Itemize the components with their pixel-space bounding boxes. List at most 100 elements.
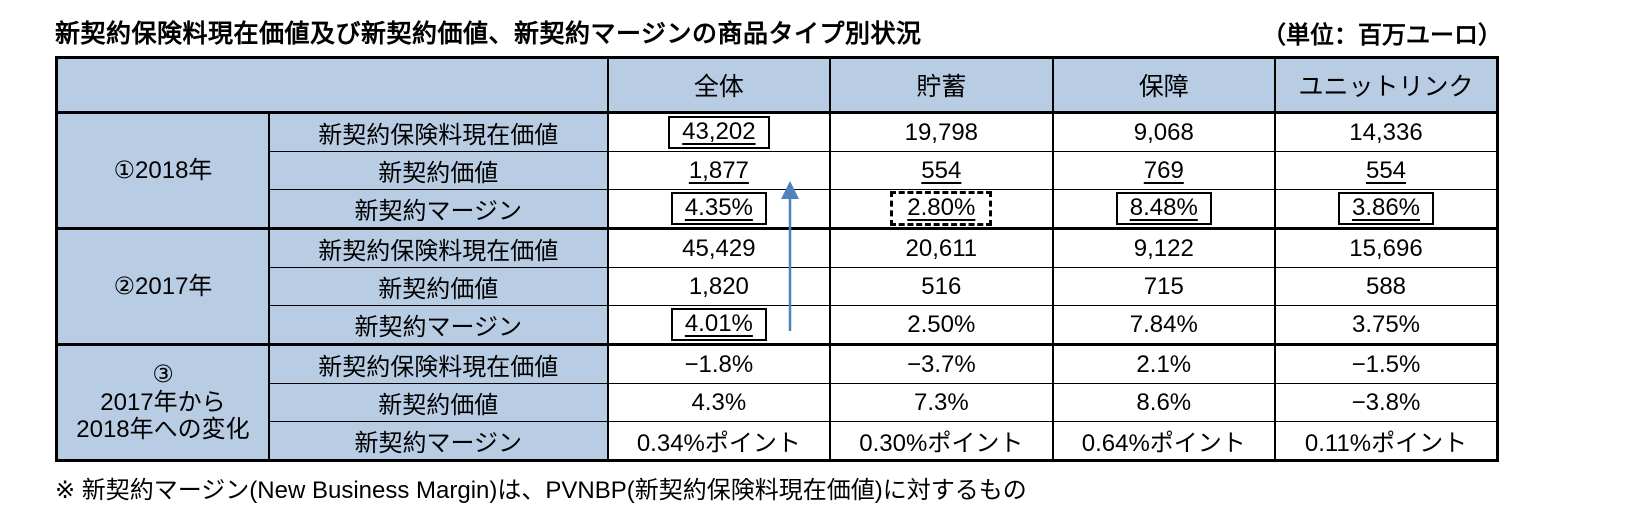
value-cell: 588 [1274, 267, 1499, 306]
value-cell: 554 [829, 151, 1054, 190]
value-text: 7.3% [913, 388, 969, 416]
value-cell: 715 [1051, 267, 1277, 306]
table-wrap: 全体 貯蓄 保障 ユニットリンク ①2018年 新契約保険料現在価値 43,20… [55, 56, 1502, 462]
value-cell: 516 [829, 267, 1054, 306]
col-header-protection: 保障 [1051, 57, 1277, 114]
row-label-pvnbp: 新契約保険料現在価値 [267, 227, 609, 268]
highlight-box: 4.35% [670, 192, 767, 225]
value-text: 554 [1365, 156, 1407, 184]
value-cell: 554 [1274, 151, 1499, 190]
table-row: ②2017年 新契約保険料現在価値 45,429 20,611 9,122 15… [55, 227, 1499, 345]
value-cell: 8.48% [1051, 189, 1277, 229]
value-cell: −3.8% [1274, 383, 1499, 422]
value-text: 0.30%ポイント [859, 430, 1024, 457]
dashed-highlight-box: 2.80% [890, 191, 993, 226]
value-text: 14,336 [1349, 118, 1423, 146]
header-row: 全体 貯蓄 保障 ユニットリンク [55, 57, 1499, 114]
value-cell: −3.7% [829, 343, 1054, 384]
value-cell: 7.84% [1051, 305, 1277, 345]
col-header-unitlinked: ユニットリンク [1274, 57, 1499, 114]
value-cell: 19,798 [829, 111, 1054, 152]
value-text: 19,798 [904, 118, 979, 146]
highlight-box: 43,202 [668, 116, 770, 149]
value-text: 15,696 [1349, 234, 1423, 262]
value-cell: 2.80% [829, 189, 1054, 229]
value-text: 9,122 [1133, 234, 1194, 262]
table-row: 新契約マージン 0.34%ポイント 0.30%ポイント 0.64%ポイント 0.… [57, 421, 1499, 461]
unit-label: （単位：百万ユーロ） [1262, 22, 1502, 49]
value-cell: 8.6% [1051, 383, 1277, 422]
value-text: 9,068 [1133, 118, 1194, 146]
value-cell: 2.1% [1051, 343, 1277, 384]
table-row: 新契約価値 1,820 516 715 588 [57, 267, 1499, 306]
value-text: 1,820 [688, 272, 749, 300]
value-text: −3.7% [906, 350, 976, 378]
value-cell: 769 [1051, 151, 1277, 190]
value-text: −1.8% [684, 350, 754, 378]
group-label-change: ③ 2017年から 2018年への変化 [55, 343, 270, 461]
group-label-2017: ②2017年 [55, 227, 270, 345]
value-cell: 14,336 [1274, 111, 1499, 152]
value-cell: 3.75% [1274, 305, 1499, 345]
row-label-pvnbp: 新契約保険料現在価値 [267, 343, 609, 384]
value-text: 2.1% [1136, 350, 1192, 378]
title-row: 新契約保険料現在価値及び新契約価値、新契約マージンの商品タイプ別状況 （単位：百… [55, 14, 1502, 50]
data-table: 全体 貯蓄 保障 ユニットリンク ①2018年 新契約保険料現在価値 43,20… [55, 56, 1499, 462]
value-cell: 0.64%ポイント [1051, 421, 1277, 461]
page-title: 新契約保険料現在価値及び新契約価値、新契約マージンの商品タイプ別状況 [55, 20, 922, 48]
value-cell: −1.5% [1274, 343, 1499, 384]
value-cell: 9,068 [1051, 111, 1277, 152]
corner-cell [55, 57, 609, 114]
value-text: 3.75% [1351, 310, 1421, 338]
value-cell: 4.01% [606, 305, 832, 345]
highlight-box: 4.01% [670, 308, 767, 341]
table-row: 新契約価値 4.3% 7.3% 8.6% −3.8% [57, 383, 1499, 422]
table-row: ①2018年 新契約保険料現在価値 43,202 19,798 9,068 14… [55, 111, 1499, 229]
value-text: 769 [1143, 156, 1184, 184]
col-header-savings: 貯蓄 [829, 57, 1054, 114]
value-text: 45,429 [682, 234, 756, 262]
value-text: 0.34%ポイント [636, 430, 801, 457]
value-text: 2.50% [907, 310, 976, 338]
value-text: 516 [921, 272, 962, 300]
table-row: 新契約マージン 4.35% 2.80% 8.48% 3.86% [57, 189, 1499, 229]
value-cell: 1,820 [606, 267, 832, 306]
row-label-nbv: 新契約価値 [267, 267, 609, 306]
value-cell: 2.50% [829, 305, 1054, 345]
row-label-pvnbp: 新契約保険料現在価値 [267, 111, 609, 152]
value-cell: 9,122 [1051, 227, 1277, 268]
value-text: 1,877 [688, 156, 749, 184]
value-text: −1.5% [1351, 350, 1421, 378]
value-text: −3.8% [1351, 388, 1421, 416]
value-cell: −1.8% [606, 343, 832, 384]
row-label-margin: 新契約マージン [267, 189, 609, 229]
value-text: 8.6% [1136, 388, 1192, 416]
highlight-box: 8.48% [1115, 192, 1212, 225]
value-cell: 1,877 [606, 151, 832, 190]
value-text: 554 [921, 156, 962, 184]
row-label-margin: 新契約マージン [267, 305, 609, 345]
value-cell: 45,429 [606, 227, 832, 268]
value-cell: 43,202 [606, 111, 832, 152]
value-text: 4.3% [691, 388, 747, 416]
value-cell: 15,696 [1274, 227, 1499, 268]
value-text: 20,611 [905, 234, 978, 262]
value-cell: 0.34%ポイント [606, 421, 832, 461]
value-text: 7.84% [1129, 310, 1198, 338]
value-cell: 0.30%ポイント [829, 421, 1054, 461]
row-label-margin: 新契約マージン [267, 421, 609, 461]
group-label-2018: ①2018年 [55, 111, 270, 229]
row-label-nbv: 新契約価値 [267, 383, 609, 422]
footnote: ※ 新契約マージン(New Business Margin)は、PVNBP(新契… [55, 477, 1027, 504]
row-label-nbv: 新契約価値 [267, 151, 609, 190]
col-header-total: 全体 [606, 57, 832, 114]
highlight-box: 3.86% [1337, 192, 1435, 225]
value-cell: 4.35% [606, 189, 832, 229]
value-cell: 0.11%ポイント [1274, 421, 1499, 461]
value-cell: 20,611 [829, 227, 1054, 268]
value-cell: 7.3% [829, 383, 1054, 422]
value-text: 0.64%ポイント [1081, 430, 1246, 457]
value-text: 588 [1365, 272, 1407, 300]
value-text: 715 [1143, 272, 1184, 300]
